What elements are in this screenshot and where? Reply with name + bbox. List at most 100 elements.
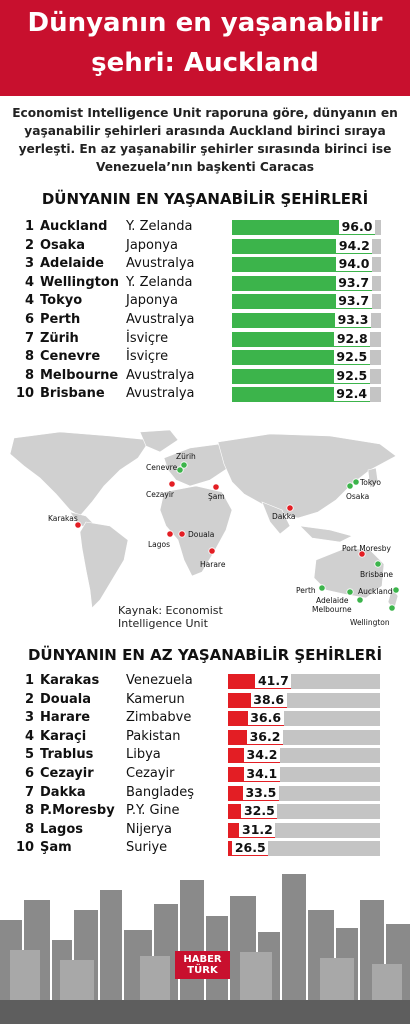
rank-label: 1: [24, 673, 34, 688]
source-line1: Kaynak: Economist: [118, 604, 223, 617]
chart-row: 7 Zürih İsviçre 92.8: [0, 330, 410, 348]
source-line2: Intelligence Unit: [118, 617, 208, 630]
city-label: Karaçi: [40, 728, 87, 744]
map-label-port-moresby: Port Moresby: [342, 544, 391, 553]
map-label-lagos: Lagos: [148, 540, 171, 549]
city-label: Perth: [40, 312, 81, 327]
chart-row: 4 Tokyo Japonya 93.7: [0, 293, 410, 310]
logo-line1: HABER: [183, 954, 222, 965]
value-label: 36.6: [247, 710, 284, 726]
value-label: 94.2: [336, 237, 373, 253]
europe-shape: [163, 443, 237, 487]
value-label: 93.7: [335, 293, 372, 309]
north-america-shape: [9, 431, 151, 517]
chart-row: 5 Trablus Libya 34.2: [0, 747, 410, 764]
map-label-karakas: Karakas: [48, 514, 78, 523]
rank-label: 3: [24, 256, 34, 272]
map-label-douala: Douala: [188, 530, 215, 539]
value-label: 34.1: [243, 766, 280, 781]
city-label: Harare: [40, 710, 91, 726]
map-dot-cezayir: [168, 480, 176, 488]
value-label: 36.2: [247, 728, 284, 744]
map-dot-dakka: [286, 504, 294, 512]
country-label: Kamerun: [126, 691, 185, 707]
city-label: P.Moresby: [40, 803, 115, 819]
map-label-perth: Perth: [296, 586, 316, 595]
chart-row: 10 Şam Suriye 26.5: [0, 840, 410, 857]
chart-row: 4 Karaçi Pakistan 36.2: [0, 728, 410, 746]
rank-label: 1: [24, 219, 34, 234]
indonesia-shape: [299, 525, 353, 543]
map-label-dakka: Dakka: [272, 512, 296, 521]
chart-row: 3 Adelaide Avustralya 94.0: [0, 256, 410, 273]
map-label-harare: Harare: [200, 560, 226, 569]
country-label: Cezayir: [126, 766, 175, 781]
south-asia-shape: [261, 501, 291, 535]
world-map: Zürih Cenevre Cezayir Şam Tokyo Osaka Ka…: [0, 429, 410, 630]
map-label-cenevre: Cenevre: [146, 463, 178, 472]
city-skyline: [0, 860, 410, 1024]
chart-row: 6 Perth Avustralya 93.3: [0, 312, 410, 329]
rank-label: 6: [24, 766, 34, 781]
south-america-shape: [79, 521, 129, 609]
city-label: Cezayir: [40, 766, 94, 781]
map-dot-cenevre: [176, 466, 184, 474]
value-label: 38.6: [250, 691, 287, 707]
value-label: 33.5: [242, 784, 279, 800]
map-dot-karakas: [74, 521, 82, 529]
rank-label: 4: [24, 274, 34, 290]
top-cities-title: DÜNYANIN EN YAŞANABİLİR ŞEHİRLERİ: [41, 190, 369, 208]
bar-track: [228, 674, 380, 689]
greenland-shape: [139, 429, 179, 453]
map-dot-tokyo: [352, 478, 360, 486]
rank-label: 10: [16, 840, 35, 856]
country-label: Pakistan: [126, 728, 181, 744]
value-label: 34.2: [243, 747, 280, 763]
world-map-svg: [9, 429, 400, 612]
map-label-tokyo: Tokyo: [360, 478, 381, 487]
chart-row: 1 Karakas Venezuela 41.7: [0, 673, 410, 690]
asia-shape: [217, 433, 397, 519]
header-banner: Dünyanın en yaşanabilir şehri: Auckland: [0, 0, 410, 96]
country-label: Avustralya: [126, 312, 195, 327]
logo-line2: TÜRK: [187, 965, 218, 976]
map-dot-melbourne: [356, 596, 364, 604]
map-label-sam: Şam: [208, 492, 225, 501]
city-label: Trablus: [40, 747, 94, 763]
map-label-melbourne: Melbourne: [312, 605, 352, 614]
country-label: Zimbabve: [126, 710, 192, 726]
city-label: Lagos: [40, 821, 84, 837]
map-dot-wellington: [388, 604, 396, 612]
city-label: Douala: [40, 691, 91, 707]
map-dot-harare: [208, 547, 216, 555]
country-label: Y. Zelanda: [126, 274, 193, 290]
chart-row: 2 Douala Kamerun 38.6: [0, 691, 410, 709]
country-label: Suriye: [126, 840, 168, 856]
map-dot-adelaide: [346, 588, 354, 596]
value-label: 92.4: [333, 386, 370, 402]
intro-text: Economist Intelligence Unit raporuna gör…: [12, 106, 398, 174]
chart-row: 8 Melbourne Avustralya 92.5: [0, 367, 410, 385]
city-label: Brisbane: [40, 386, 105, 402]
map-label-zurih: Zürih: [176, 452, 196, 461]
country-label: Venezuela: [126, 673, 193, 688]
chart-row: 1 Auckland Y. Zelanda 96.0: [0, 219, 410, 236]
map-label-adelaide: Adelaide: [316, 596, 349, 605]
rank-label: 4: [24, 728, 34, 744]
country-label: P.Y. Gine: [126, 803, 180, 819]
africa-shape: [159, 485, 233, 577]
city-label: Wellington: [40, 274, 120, 290]
country-label: Avustralya: [126, 367, 195, 383]
city-label: Melbourne: [40, 367, 119, 383]
map-dot-sam: [212, 483, 220, 491]
value-label: 31.2: [239, 821, 276, 837]
country-label: Libya: [126, 747, 161, 763]
chart-row: 2 Osaka Japonya 94.2: [0, 237, 410, 255]
map-dot-perth: [318, 584, 326, 592]
chart-row: 6 Cezayir Cezayir 34.1: [0, 766, 410, 783]
country-label: Japonya: [126, 237, 178, 253]
page-title-line1: Dünyanın en yaşanabilir: [27, 8, 383, 38]
country-label: Nijerya: [126, 821, 172, 837]
australia-shape: [313, 547, 385, 599]
value-label: 92.8: [334, 330, 371, 346]
